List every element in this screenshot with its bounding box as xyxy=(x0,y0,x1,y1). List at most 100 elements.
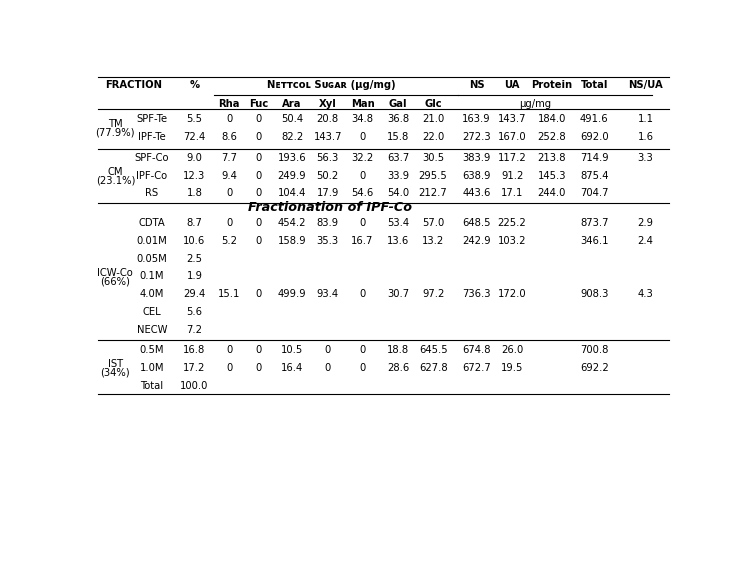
Text: 295.5: 295.5 xyxy=(419,171,447,180)
Text: 54.0: 54.0 xyxy=(387,188,409,198)
Text: 0: 0 xyxy=(360,345,366,355)
Text: IPF-Te: IPF-Te xyxy=(138,132,166,142)
Text: 16.7: 16.7 xyxy=(351,236,374,246)
Text: 32.2: 32.2 xyxy=(351,153,374,163)
Text: 63.7: 63.7 xyxy=(387,153,409,163)
Text: 21.0: 21.0 xyxy=(422,114,444,124)
Text: 648.5: 648.5 xyxy=(462,218,491,228)
Text: 5.5: 5.5 xyxy=(187,114,202,124)
Text: 50.2: 50.2 xyxy=(317,171,339,180)
Text: (23.1%): (23.1%) xyxy=(96,175,135,185)
Text: Fractionation of IPF-Co: Fractionation of IPF-Co xyxy=(248,202,412,214)
Text: 212.7: 212.7 xyxy=(419,188,447,198)
Text: 117.2: 117.2 xyxy=(498,153,527,163)
Text: 0: 0 xyxy=(255,114,262,124)
Text: 225.2: 225.2 xyxy=(498,218,527,228)
Text: 491.6: 491.6 xyxy=(580,114,609,124)
Text: 0: 0 xyxy=(255,218,262,228)
Text: 499.9: 499.9 xyxy=(278,289,306,299)
Text: 638.9: 638.9 xyxy=(462,171,491,180)
Text: 0: 0 xyxy=(324,363,331,373)
Text: UA: UA xyxy=(504,81,520,90)
Text: 875.4: 875.4 xyxy=(580,171,608,180)
Text: 692.2: 692.2 xyxy=(580,363,609,373)
Text: %: % xyxy=(189,81,199,90)
Text: 213.8: 213.8 xyxy=(537,153,566,163)
Text: 0.1M: 0.1M xyxy=(139,271,164,282)
Text: 16.8: 16.8 xyxy=(184,345,205,355)
Text: 252.8: 252.8 xyxy=(537,132,566,142)
Text: Total: Total xyxy=(140,381,163,391)
Text: 8.6: 8.6 xyxy=(221,132,237,142)
Text: Total: Total xyxy=(580,81,608,90)
Text: 1.0M: 1.0M xyxy=(139,363,164,373)
Text: 2.5: 2.5 xyxy=(187,254,202,264)
Text: (77.9%): (77.9%) xyxy=(96,128,135,138)
Text: 82.2: 82.2 xyxy=(281,132,303,142)
Text: 3.3: 3.3 xyxy=(637,153,653,163)
Text: 443.6: 443.6 xyxy=(462,188,491,198)
Text: (66%): (66%) xyxy=(100,276,130,286)
Text: 0: 0 xyxy=(255,153,262,163)
Text: 30.7: 30.7 xyxy=(387,289,409,299)
Text: 91.2: 91.2 xyxy=(501,171,524,180)
Text: 172.0: 172.0 xyxy=(498,289,527,299)
Text: 0: 0 xyxy=(226,114,232,124)
Text: 15.8: 15.8 xyxy=(387,132,409,142)
Text: 83.9: 83.9 xyxy=(317,218,339,228)
Text: 17.1: 17.1 xyxy=(501,188,524,198)
Text: 0: 0 xyxy=(360,289,366,299)
Text: 163.9: 163.9 xyxy=(462,114,491,124)
Text: 0: 0 xyxy=(360,171,366,180)
Text: 158.9: 158.9 xyxy=(278,236,306,246)
Text: 7.7: 7.7 xyxy=(221,153,237,163)
Text: 13.2: 13.2 xyxy=(422,236,444,246)
Text: 4.3: 4.3 xyxy=(637,289,653,299)
Text: 56.3: 56.3 xyxy=(317,153,339,163)
Text: CEL: CEL xyxy=(142,307,161,317)
Text: 17.2: 17.2 xyxy=(184,363,205,373)
Text: 72.4: 72.4 xyxy=(184,132,205,142)
Text: SPF-Te: SPF-Te xyxy=(136,114,167,124)
Text: SPF-Co: SPF-Co xyxy=(135,153,169,163)
Text: 1.8: 1.8 xyxy=(187,188,202,198)
Text: 645.5: 645.5 xyxy=(419,345,447,355)
Text: 873.7: 873.7 xyxy=(580,218,608,228)
Text: ICW-Co: ICW-Co xyxy=(97,268,133,278)
Text: 20.8: 20.8 xyxy=(317,114,339,124)
Text: 1.9: 1.9 xyxy=(187,271,202,282)
Text: 627.8: 627.8 xyxy=(419,363,447,373)
Text: 54.6: 54.6 xyxy=(351,188,374,198)
Text: 145.3: 145.3 xyxy=(537,171,566,180)
Text: 0: 0 xyxy=(226,345,232,355)
Text: FRACTION: FRACTION xyxy=(105,81,162,90)
Text: 143.7: 143.7 xyxy=(313,132,342,142)
Text: IPF-Co: IPF-Co xyxy=(136,171,167,180)
Text: 272.3: 272.3 xyxy=(462,132,491,142)
Text: 0: 0 xyxy=(226,188,232,198)
Text: 736.3: 736.3 xyxy=(462,289,491,299)
Text: 0: 0 xyxy=(255,188,262,198)
Text: 167.0: 167.0 xyxy=(498,132,527,142)
Text: 35.3: 35.3 xyxy=(317,236,339,246)
Text: 0: 0 xyxy=(360,218,366,228)
Text: 103.2: 103.2 xyxy=(498,236,527,246)
Text: 17.9: 17.9 xyxy=(317,188,339,198)
Text: 704.7: 704.7 xyxy=(580,188,608,198)
Text: TM: TM xyxy=(108,119,123,130)
Text: 29.4: 29.4 xyxy=(184,289,205,299)
Text: 30.5: 30.5 xyxy=(422,153,444,163)
Text: 249.9: 249.9 xyxy=(278,171,306,180)
Text: 0.01M: 0.01M xyxy=(136,236,167,246)
Text: 13.6: 13.6 xyxy=(387,236,409,246)
Text: 0: 0 xyxy=(360,363,366,373)
Text: 22.0: 22.0 xyxy=(422,132,444,142)
Text: 104.4: 104.4 xyxy=(278,188,306,198)
Text: 28.6: 28.6 xyxy=(387,363,409,373)
Text: 19.5: 19.5 xyxy=(501,363,524,373)
Text: 7.2: 7.2 xyxy=(187,324,202,335)
Text: 2.4: 2.4 xyxy=(637,236,653,246)
Text: CDTA: CDTA xyxy=(139,218,165,228)
Text: 244.0: 244.0 xyxy=(538,188,565,198)
Text: 0: 0 xyxy=(255,363,262,373)
